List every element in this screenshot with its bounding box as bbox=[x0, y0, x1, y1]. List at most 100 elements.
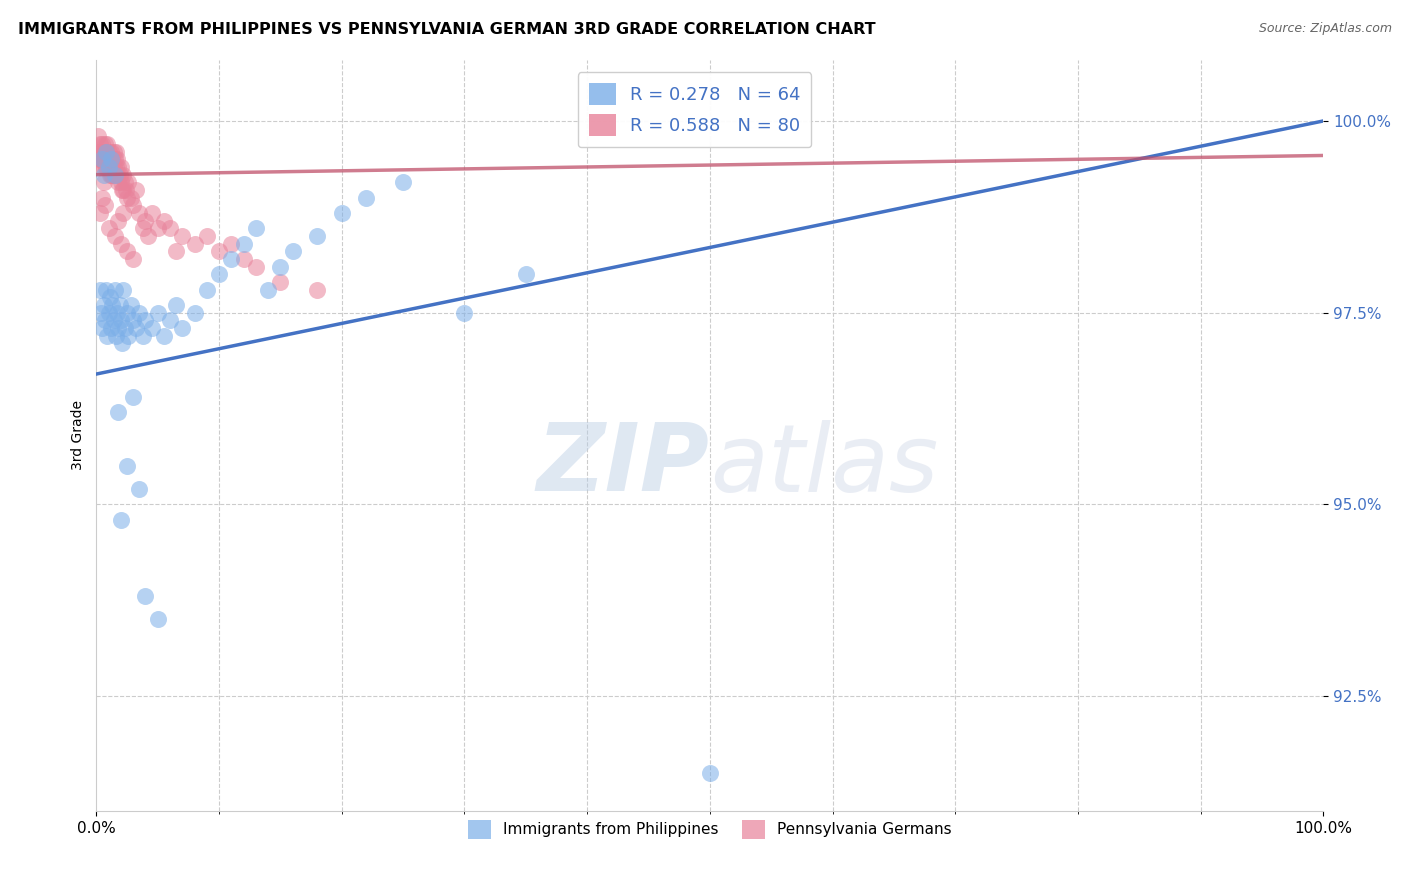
Point bbox=[208, 268, 231, 282]
Point bbox=[153, 213, 176, 227]
Point bbox=[96, 160, 118, 174]
Point bbox=[97, 306, 120, 320]
Point bbox=[104, 168, 127, 182]
Point bbox=[87, 145, 110, 159]
Point bbox=[94, 198, 117, 212]
Point bbox=[699, 765, 721, 780]
Point bbox=[453, 306, 475, 320]
Point bbox=[104, 168, 127, 182]
Point bbox=[107, 321, 129, 335]
Point bbox=[107, 160, 129, 174]
Point bbox=[110, 175, 132, 189]
Point bbox=[115, 306, 138, 320]
Point bbox=[97, 160, 120, 174]
Point bbox=[96, 328, 118, 343]
Point bbox=[98, 153, 121, 167]
Point bbox=[221, 252, 243, 266]
Point bbox=[86, 129, 108, 144]
Point bbox=[96, 283, 118, 297]
Point bbox=[104, 160, 127, 174]
Point bbox=[232, 236, 254, 251]
Point bbox=[232, 252, 254, 266]
Point bbox=[115, 244, 138, 259]
Point bbox=[111, 336, 134, 351]
Point bbox=[115, 458, 138, 473]
Point bbox=[100, 321, 122, 335]
Text: Source: ZipAtlas.com: Source: ZipAtlas.com bbox=[1258, 22, 1392, 36]
Y-axis label: 3rd Grade: 3rd Grade bbox=[72, 401, 86, 470]
Point bbox=[96, 153, 118, 167]
Point bbox=[307, 283, 329, 297]
Point bbox=[104, 283, 127, 297]
Point bbox=[104, 145, 127, 159]
Point bbox=[128, 206, 150, 220]
Point bbox=[165, 244, 187, 259]
Point bbox=[269, 260, 291, 274]
Point bbox=[96, 145, 118, 159]
Point bbox=[96, 136, 118, 151]
Point bbox=[104, 328, 127, 343]
Point bbox=[128, 306, 150, 320]
Point bbox=[93, 298, 115, 312]
Point bbox=[124, 183, 146, 197]
Point bbox=[98, 168, 121, 182]
Point bbox=[87, 153, 110, 167]
Point bbox=[120, 298, 142, 312]
Point bbox=[94, 153, 117, 167]
Point bbox=[120, 191, 142, 205]
Point bbox=[98, 290, 121, 304]
Point bbox=[91, 153, 114, 167]
Point bbox=[105, 306, 128, 320]
Point bbox=[111, 183, 134, 197]
Point bbox=[117, 328, 139, 343]
Point bbox=[91, 136, 114, 151]
Point bbox=[208, 244, 231, 259]
Point bbox=[103, 145, 125, 159]
Point bbox=[97, 221, 120, 235]
Point bbox=[91, 321, 114, 335]
Point bbox=[307, 229, 329, 244]
Point bbox=[159, 313, 181, 327]
Point bbox=[122, 252, 145, 266]
Point bbox=[330, 206, 353, 220]
Point bbox=[117, 175, 139, 189]
Point bbox=[146, 306, 169, 320]
Point bbox=[134, 590, 156, 604]
Point bbox=[96, 145, 118, 159]
Point bbox=[90, 160, 112, 174]
Point bbox=[114, 175, 136, 189]
Point bbox=[107, 405, 129, 419]
Point bbox=[100, 168, 122, 182]
Point bbox=[104, 229, 127, 244]
Point bbox=[107, 175, 129, 189]
Point bbox=[114, 321, 136, 335]
Point bbox=[122, 313, 145, 327]
Point bbox=[96, 160, 118, 174]
Point bbox=[90, 306, 112, 320]
Text: IMMIGRANTS FROM PHILIPPINES VS PENNSYLVANIA GERMAN 3RD GRADE CORRELATION CHART: IMMIGRANTS FROM PHILIPPINES VS PENNSYLVA… bbox=[18, 22, 876, 37]
Text: ZIP: ZIP bbox=[537, 419, 710, 511]
Point bbox=[245, 221, 267, 235]
Point bbox=[159, 221, 181, 235]
Point bbox=[103, 160, 125, 174]
Point bbox=[141, 321, 163, 335]
Point bbox=[89, 136, 111, 151]
Point bbox=[101, 168, 124, 182]
Point bbox=[122, 198, 145, 212]
Point bbox=[89, 283, 111, 297]
Point bbox=[136, 229, 159, 244]
Point bbox=[115, 191, 138, 205]
Point bbox=[172, 321, 194, 335]
Point bbox=[97, 145, 120, 159]
Point bbox=[172, 229, 194, 244]
Point bbox=[183, 236, 205, 251]
Point bbox=[134, 313, 156, 327]
Point bbox=[124, 321, 146, 335]
Point bbox=[134, 213, 156, 227]
Point bbox=[103, 313, 125, 327]
Point bbox=[104, 153, 127, 167]
Point bbox=[221, 236, 243, 251]
Point bbox=[132, 328, 155, 343]
Point bbox=[100, 153, 122, 167]
Point bbox=[91, 153, 114, 167]
